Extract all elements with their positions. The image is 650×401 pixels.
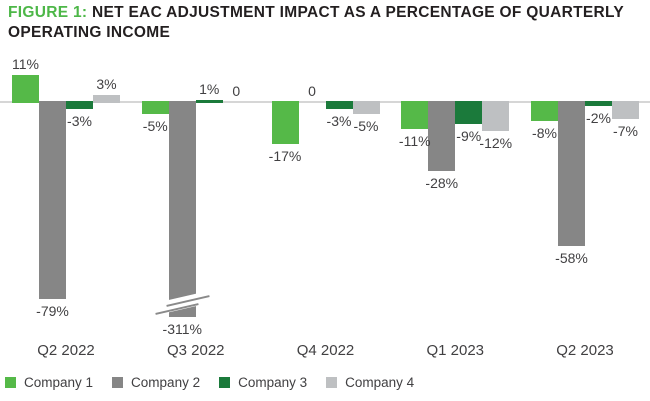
bar-company-1-q2-2022 — [12, 75, 39, 103]
value-label-company-3-q2-2022: -3% — [67, 112, 92, 129]
value-label-company-4-q2-2022: 3% — [96, 75, 117, 92]
legend-swatch-company-1 — [5, 377, 16, 388]
bar-company-4-q1-2023 — [482, 101, 510, 131]
figure-label: FIGURE 1: — [8, 4, 88, 21]
legend-label-company-4: Company 4 — [345, 375, 415, 390]
value-label-company-1-q3-2022: -5% — [142, 117, 168, 134]
legend-label-company-1: Company 1 — [24, 375, 94, 390]
value-label-company-4-q4-2022: -5% — [353, 117, 379, 134]
value-label-company-1-q4-2022: -17% — [268, 147, 302, 164]
legend-item-company-3: Company 3 — [219, 375, 307, 390]
bar-company-3-q4-2022 — [325, 101, 353, 109]
value-label-company-2-q2-2022: -79% — [36, 302, 69, 319]
value-label-company-2-q1-2023: -28% — [425, 175, 459, 191]
value-label-company-4-q2-2023: -7% — [613, 122, 638, 139]
value-label-company-4-q3-2022: 0 — [232, 83, 241, 99]
figure-title: FIGURE 1: NET EAC ADJUSTMENT IMPACT AS A… — [8, 3, 648, 42]
bar-company-1-q3-2022 — [141, 101, 169, 114]
legend-item-company-2: Company 2 — [112, 375, 200, 390]
legend-item-company-4: Company 4 — [326, 375, 414, 390]
value-label-company-1-q2-2022: 11% — [12, 55, 39, 72]
x-axis-label-q2-2023: Q2 2023 — [556, 342, 614, 359]
value-label-company-1-q2-2023: -8% — [532, 125, 557, 141]
value-label-company-3-q2-2023: -2% — [586, 110, 611, 126]
bar-company-3-q1-2023 — [455, 101, 483, 124]
value-label-company-3-q4-2022: -3% — [326, 112, 352, 129]
x-axis-label-q4-2022: Q4 2022 — [296, 342, 355, 359]
x-axis-line — [0, 101, 650, 103]
x-axis-label-q2-2022: Q2 2022 — [37, 342, 95, 359]
chart-legend: Company 1 Company 2 Company 3 Company 4 — [5, 375, 414, 390]
bar-company-4-q2-2023 — [612, 101, 639, 119]
bar-company-4-q2-2022 — [93, 95, 120, 103]
bar-company-3-q3-2022 — [195, 100, 223, 103]
x-axis-label-q1-2023: Q1 2023 — [426, 342, 485, 359]
value-label-company-2-q4-2022: 0 — [308, 83, 316, 99]
legend-swatch-company-2 — [112, 377, 124, 388]
bar-company-3-q2-2023 — [585, 101, 612, 106]
bar-company-2-q2-2023 — [558, 101, 585, 246]
bar-company-2-q1-2023 — [428, 101, 456, 171]
x-axis-label-q3-2022: Q3 2022 — [166, 342, 225, 359]
bar-company-3-q2-2022 — [66, 101, 93, 109]
legend-swatch-company-4 — [326, 377, 338, 388]
figure-title-line2: OPERATING INCOME — [8, 23, 171, 41]
legend-item-company-1: Company 1 — [5, 375, 93, 390]
bar-company-2-q2-2022 — [39, 101, 66, 299]
bar-company-1-q4-2022 — [271, 101, 299, 144]
figure-title-line1: NET EAC ADJUSTMENT IMPACT AS A PERCENTAG… — [91, 4, 624, 21]
legend-swatch-company-3 — [219, 377, 231, 388]
value-label-company-2-q2-2023: -58% — [555, 250, 588, 266]
bar-company-2-q3-2022 — [168, 101, 196, 317]
value-label-company-1-q1-2023: -11% — [398, 132, 431, 149]
legend-label-company-2: Company 2 — [131, 375, 201, 390]
value-label-company-3-q3-2022: 1% — [199, 80, 220, 97]
bar-company-1-q1-2023 — [401, 101, 429, 129]
value-label-company-2-q3-2022: -311% — [162, 321, 202, 337]
value-label-company-3-q1-2023: -9% — [456, 127, 482, 144]
bar-company-1-q2-2023 — [531, 101, 558, 121]
legend-label-company-3: Company 3 — [238, 375, 308, 390]
value-label-company-4-q1-2023: -12% — [479, 135, 513, 151]
bar-company-4-q4-2022 — [352, 101, 380, 114]
